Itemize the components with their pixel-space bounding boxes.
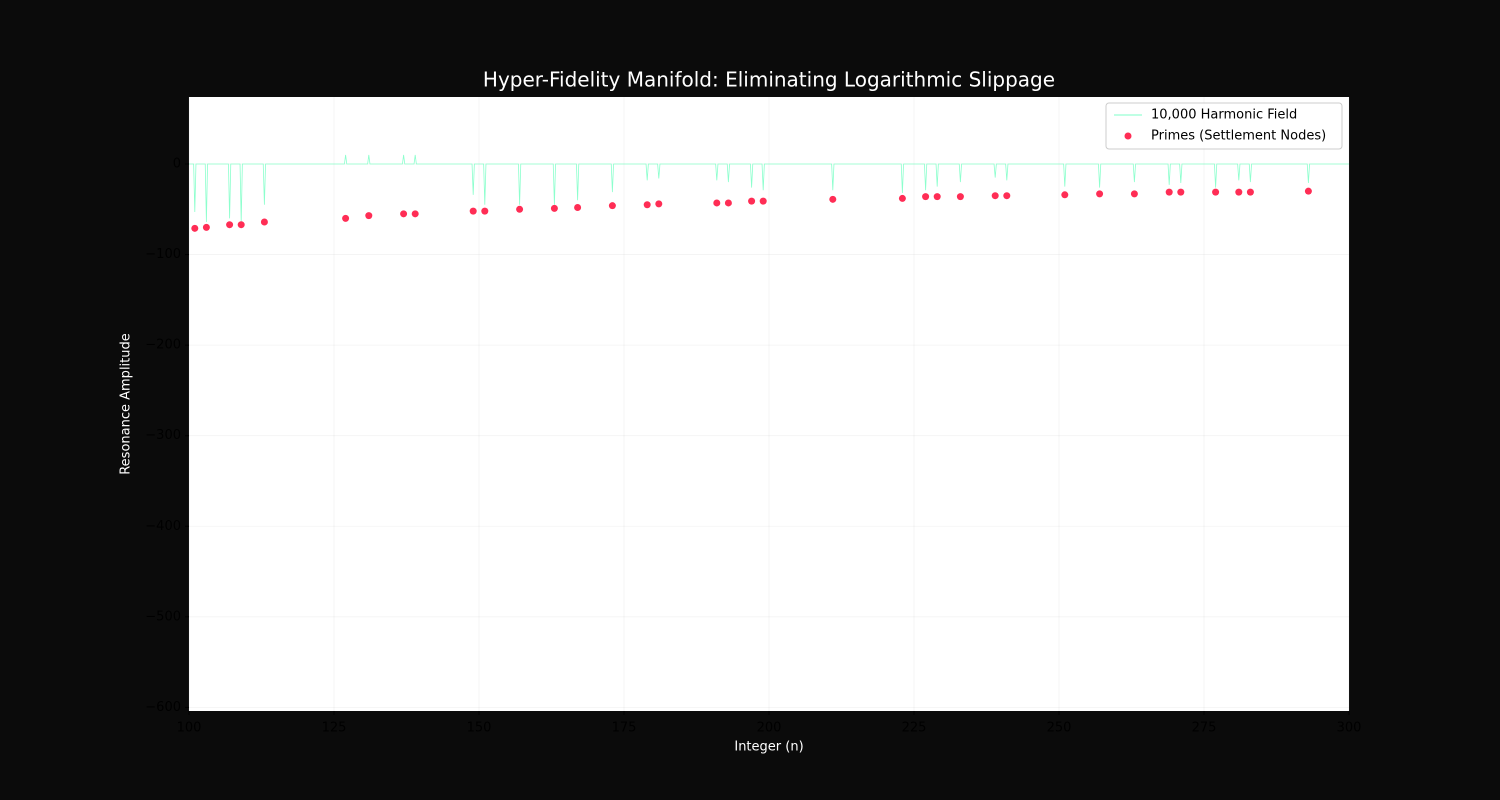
prime-point: [365, 212, 373, 220]
prime-point: [400, 210, 408, 218]
prime-point: [655, 200, 663, 208]
y-axis-label: Resonance Amplitude: [119, 333, 134, 475]
prime-point: [724, 199, 732, 207]
prime-point: [829, 195, 837, 203]
prime-point: [574, 203, 582, 211]
x-tick-label: 175: [612, 721, 637, 736]
legend-label: Primes (Settlement Nodes): [1151, 129, 1326, 144]
prime-point: [1096, 190, 1104, 198]
prime-point: [643, 201, 651, 209]
prime-point: [226, 221, 234, 229]
prime-point: [1165, 188, 1173, 196]
prime-point: [191, 224, 199, 232]
x-tick-label: 250: [1047, 721, 1072, 736]
prime-point: [991, 192, 999, 200]
legend-label: 10,000 Harmonic Field: [1151, 108, 1297, 123]
y-tick-label: −200: [145, 338, 181, 353]
prime-point: [1235, 188, 1243, 196]
prime-point: [202, 223, 210, 231]
prime-point: [342, 214, 350, 222]
prime-point: [550, 204, 558, 212]
prime-point: [469, 207, 477, 215]
x-axis-label: Integer (n): [734, 740, 803, 755]
x-tick-label: 225: [902, 721, 927, 736]
x-tick-label: 100: [177, 721, 202, 736]
legend-box: [1105, 102, 1343, 150]
x-tick-label: 125: [322, 721, 347, 736]
prime-point: [608, 202, 616, 210]
prime-point: [933, 193, 941, 201]
prime-point: [411, 210, 419, 218]
legend-marker: [1124, 132, 1132, 140]
prime-point: [898, 194, 906, 202]
y-tick-label: −100: [145, 247, 181, 262]
prime-point: [1061, 191, 1069, 199]
prime-point: [922, 193, 930, 201]
prime-point: [516, 205, 524, 213]
prime-point: [1130, 190, 1138, 198]
prime-point: [237, 221, 245, 229]
prime-point: [481, 207, 489, 215]
prime-point: [1177, 188, 1185, 196]
x-tick-label: 150: [467, 721, 492, 736]
prime-point: [748, 197, 756, 205]
y-tick-label: −300: [145, 428, 181, 443]
x-tick-label: 275: [1192, 721, 1217, 736]
prime-point: [260, 218, 268, 226]
prime-point: [713, 199, 721, 207]
chart-title: Hyper-Fidelity Manifold: Eliminating Log…: [483, 68, 1055, 92]
prime-point: [956, 193, 964, 201]
harmonic-line: [189, 154, 1349, 222]
x-tick-label: 200: [757, 721, 782, 736]
x-tick-label: 300: [1337, 721, 1362, 736]
y-tick-label: 0: [173, 157, 181, 172]
prime-point: [1304, 187, 1312, 195]
prime-point: [759, 197, 767, 205]
prime-point: [1003, 192, 1011, 200]
plot-area: [189, 97, 1349, 711]
prime-point: [1212, 188, 1220, 196]
y-tick-label: −500: [145, 609, 181, 624]
y-tick-label: −400: [145, 519, 181, 534]
y-tick-label: −600: [145, 700, 181, 715]
prime-point: [1246, 188, 1254, 196]
